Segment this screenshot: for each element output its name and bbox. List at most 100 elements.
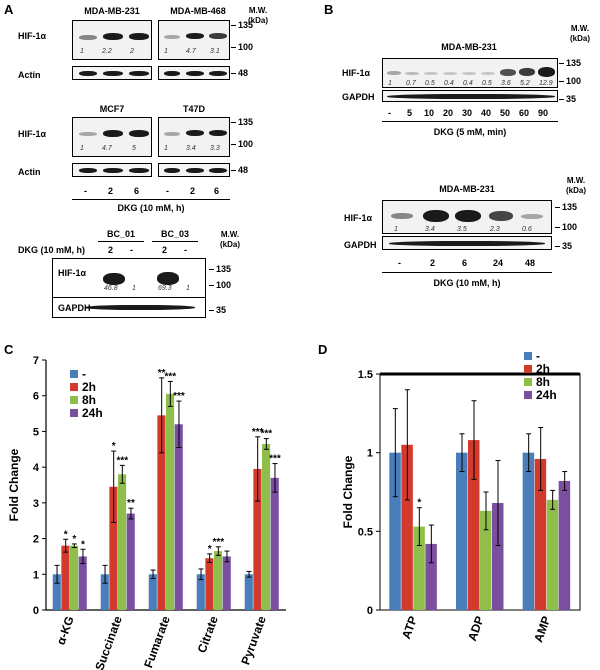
band [186, 168, 204, 173]
lane-b-4: 20 [443, 108, 454, 118]
lane-b2-4: 24 [493, 258, 504, 268]
significance-mark: * [208, 544, 212, 555]
quant-b2-2: 3.4 [425, 226, 435, 233]
lane-b2-2: 2 [430, 258, 436, 268]
quant-b-1: 1 [388, 80, 392, 87]
y-tick-label: 1 [33, 569, 39, 581]
bar [222, 556, 231, 610]
band [387, 71, 401, 75]
quant-b-4: 0.4 [444, 80, 454, 87]
quant-mda231-1: 1 [80, 48, 84, 55]
significance-mark: *** [260, 429, 272, 440]
mw-135-bottom: 135 [230, 117, 254, 127]
band [405, 72, 419, 75]
quant-t47d-2: 3.4 [186, 145, 196, 152]
significance-mark: *** [173, 391, 185, 402]
lane-b-3: 10 [424, 108, 435, 118]
row-label-a2-hif: HIF-1α [58, 268, 87, 278]
cell-line-mda468: MDA-MB-468 [170, 6, 226, 16]
bar [492, 503, 504, 610]
lane-b-1: - [388, 108, 391, 118]
mw-b-135: 135 [558, 58, 582, 68]
band [164, 71, 180, 76]
bar [253, 468, 262, 610]
y-tick-label: 3 [33, 498, 39, 510]
band [79, 168, 97, 173]
bar [174, 424, 183, 610]
treatment-label-a: DKG (10 mM, h) [117, 203, 185, 213]
row-label-b-hif: HIF-1α [342, 68, 371, 78]
bar [425, 543, 437, 610]
quant-b-7: 3.6 [501, 80, 511, 87]
y-tick-label: 0.5 [358, 526, 373, 538]
legend-label: 8h [82, 393, 96, 407]
blot-b2-gapdh [382, 236, 552, 250]
bar [100, 574, 109, 610]
row-label-b-gapdh: GAPDH [342, 92, 375, 102]
bar [214, 551, 223, 610]
significance-mark: ** [127, 498, 135, 509]
quant-a2-2: 1 [132, 285, 136, 292]
bar [61, 545, 70, 610]
quant-b-9: 12.9 [539, 80, 553, 87]
lane-a2-4: - [184, 245, 187, 255]
y-tick-label: 2 [33, 534, 39, 546]
band [423, 210, 449, 222]
mw-b2-100: 100 [554, 222, 578, 232]
category-label: Fumarate [141, 614, 173, 670]
significance-mark: * [112, 441, 116, 452]
legend-swatch [70, 383, 78, 391]
band [79, 35, 97, 40]
blot-t47d-hif [158, 117, 230, 157]
category-label: ATP [399, 614, 420, 641]
row-label-hif-top: HIF-1α [18, 31, 47, 41]
lane-b2-1: - [398, 258, 401, 268]
band [103, 33, 123, 40]
bar [205, 558, 214, 610]
band [443, 72, 457, 75]
quant-b2-5: 0.6 [522, 226, 532, 233]
panel-label-b: B [324, 2, 334, 17]
lane-a2-2: - [130, 245, 133, 255]
category-label: Pyruvate [238, 614, 269, 667]
sample-line-bc01 [98, 241, 144, 242]
y-tick-label: 4 [33, 462, 40, 474]
mw-100-top: 100 [230, 42, 254, 52]
blot-a2-divider [52, 297, 206, 298]
treatment-label-b: DKG (5 mM, min) [433, 127, 507, 137]
significance-mark: *** [269, 454, 281, 465]
lane-b-6: 40 [481, 108, 492, 118]
mw-header-a2: M.W. (kDa) [210, 230, 250, 250]
mw-48-top: 48 [230, 68, 249, 78]
category-label: AMP [531, 614, 553, 644]
legend-label: 24h [536, 388, 557, 402]
bar [262, 443, 271, 610]
y-axis-label: Fold Change [7, 448, 21, 521]
blot-b-hif [382, 58, 558, 88]
mw-header-b-line1: M.W. [570, 24, 590, 33]
quant-mda468-1: 1 [164, 48, 168, 55]
band [209, 33, 227, 39]
bar [70, 545, 79, 610]
band [481, 72, 495, 75]
quant-mda468-2: 4.7 [186, 48, 196, 55]
mw-header-b2-line2: (kDa) [565, 186, 586, 195]
blot-mda231-hif [72, 20, 152, 60]
lane-b-7: 50 [500, 108, 511, 118]
mw-header-b2-line1: M.W. [566, 176, 586, 185]
mw-header-line1: M.W. [248, 6, 268, 15]
y-tick-label: 0 [33, 605, 39, 617]
band [521, 214, 543, 219]
band [209, 130, 227, 136]
band [186, 71, 204, 76]
band [387, 94, 555, 99]
band [489, 211, 513, 221]
y-tick-label: 1.5 [358, 369, 373, 381]
significance-mark: * [72, 534, 76, 545]
blot-b2-hif [382, 200, 552, 234]
bar [413, 526, 425, 610]
lane-b2-5: 48 [525, 258, 536, 268]
lane-b2-3: 6 [462, 258, 468, 268]
lane-a2-1: 2 [108, 245, 114, 255]
mw-header-line2: (kDa) [247, 16, 268, 25]
